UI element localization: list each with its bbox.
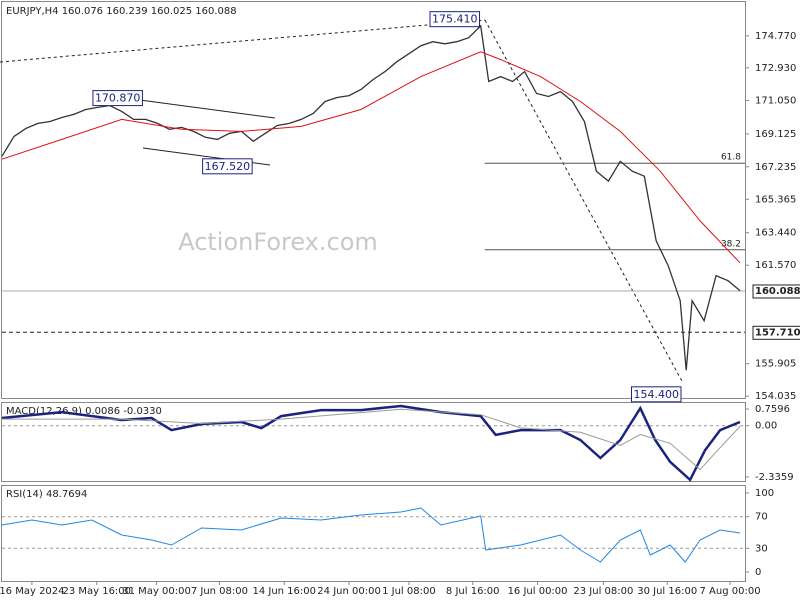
- x-tick-label: 16 May 2024: [0, 586, 65, 597]
- price-annotation: 154.400: [633, 388, 679, 401]
- price-annotation: 170.870: [95, 92, 141, 105]
- y-tick-label: 161.570: [755, 260, 796, 271]
- label-box: [752, 284, 800, 299]
- macd-panel: [1, 402, 746, 482]
- y-tick-label: 154.035: [755, 391, 796, 402]
- y-tick-label: -2.3359: [755, 472, 794, 483]
- y-tick-label: 100: [755, 488, 774, 499]
- x-tick-label: 7 Jun 08:00: [191, 586, 248, 597]
- label-box: [92, 90, 143, 107]
- price-annotation: 175.410: [432, 13, 478, 26]
- price-panel: [1, 1, 746, 399]
- panel-title: EURJPY,H4 160.076 160.239 160.025 160.08…: [6, 6, 237, 17]
- x-tick-label: 31 May 00:00: [122, 586, 191, 597]
- fib-label: 38.2: [721, 239, 741, 249]
- series-line: [1, 51, 741, 264]
- series-line: [1, 404, 741, 482]
- y-tick-label: 0: [755, 567, 761, 578]
- x-tick-label: 1 Jul 08:00: [382, 586, 436, 597]
- label-box: [202, 158, 253, 175]
- x-tick-label: 8 Jul 16:00: [446, 586, 500, 597]
- x-tick-label: 30 Jul 16:00: [637, 586, 697, 597]
- price-level-label: 157.710: [755, 327, 800, 338]
- price-annotation: 167.520: [205, 160, 251, 173]
- trend-line: [484, 19, 684, 384]
- y-tick-label: 0.00: [755, 421, 777, 432]
- panel-title: MACD(12,26,9) 0.0086 -0.0330: [6, 406, 162, 417]
- y-tick-label: 70: [755, 512, 768, 523]
- x-tick-label: 24 Jun 00:00: [317, 586, 381, 597]
- series-line: [1, 24, 741, 371]
- y-tick-label: 163.440: [755, 228, 796, 239]
- x-tick-label: 23 Jul 08:00: [573, 586, 633, 597]
- y-tick-label: 0.7596: [755, 404, 790, 415]
- y-tick-label: 172.930: [755, 63, 796, 74]
- fib-label: 61.8: [721, 153, 741, 163]
- watermark: ActionForex.com: [178, 228, 378, 256]
- y-tick-label: 169.125: [755, 129, 796, 140]
- x-tick-label: 7 Aug 00:00: [700, 586, 761, 597]
- label-box: [752, 325, 800, 340]
- x-tick-label: 16 Jul 00:00: [508, 586, 568, 597]
- channel-line: [139, 99, 276, 119]
- y-tick-label: 30: [755, 543, 768, 554]
- y-tick-label: 155.905: [755, 359, 796, 370]
- y-tick-label: 165.365: [755, 194, 796, 205]
- y-tick-label: 174.770: [755, 31, 796, 42]
- x-tick-label: 23 May 16:00: [62, 586, 131, 597]
- y-tick-label: 167.235: [755, 162, 796, 173]
- label-box: [429, 11, 481, 28]
- y-tick-label: 171.050: [755, 95, 796, 106]
- series-line: [1, 507, 741, 563]
- price-level-label: 160.088: [755, 286, 800, 297]
- x-tick-label: 14 Jun 16:00: [252, 586, 316, 597]
- label-box: [630, 386, 682, 403]
- rsi-panel: [1, 485, 746, 582]
- series-line: [2, 408, 741, 471]
- panel-title: RSI(14) 48.7694: [6, 489, 87, 500]
